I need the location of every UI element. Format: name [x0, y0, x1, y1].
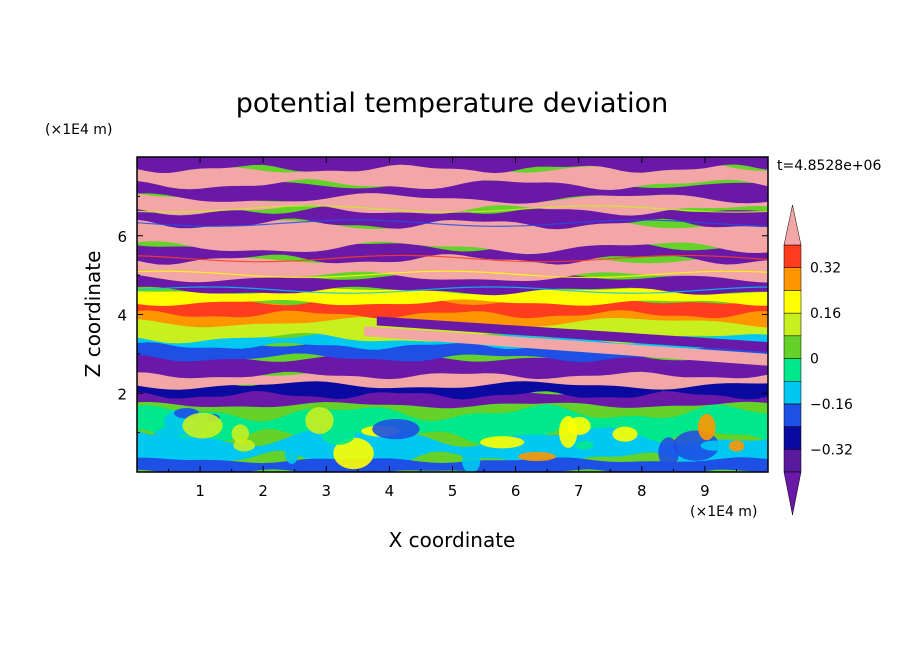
- x-tick-label: 6: [511, 482, 521, 500]
- field-eddy: [231, 424, 249, 443]
- colorbar-segment: [783, 335, 802, 359]
- colorbar-tick-label: 0: [810, 352, 819, 368]
- field-contour-rim: [137, 270, 768, 279]
- colorbar-segment: [783, 244, 802, 268]
- x-tick-label: 7: [574, 482, 584, 500]
- colorbar-tick-label: −0.32: [810, 442, 853, 458]
- field-band-purple-top: [137, 157, 768, 174]
- x-tick-label: 2: [258, 482, 268, 500]
- field-contour-rim: [137, 219, 768, 227]
- field-band-pink-u3: [137, 191, 768, 216]
- field-pink-streak: [364, 326, 768, 366]
- colorbar-segment: [783, 267, 802, 291]
- field-eddy: [517, 452, 556, 462]
- x-tick-label: 8: [637, 482, 647, 500]
- x-tick-label: 5: [448, 482, 458, 500]
- field-eddy: [612, 426, 638, 442]
- field-eddy: [575, 440, 594, 450]
- field-band-pink-u1: [137, 253, 768, 283]
- y-axis-unit: (×1E4 m): [45, 122, 112, 138]
- field-contour-rim: [137, 205, 768, 213]
- colorbar-segment: [783, 312, 802, 337]
- colorbar-tick-label: 0.16: [810, 306, 841, 322]
- x-tick-label: 9: [700, 482, 710, 500]
- field-band-purple-2: [137, 353, 768, 380]
- field-eddy: [480, 436, 525, 449]
- field-eddy: [567, 416, 591, 436]
- x-axis-unit: (×1E4 m): [690, 504, 757, 520]
- x-tick-label: 3: [322, 482, 332, 500]
- field-eddy: [152, 427, 181, 452]
- x-axis-ticks: 1 2 3 4 5 6 7 8 9: [168, 157, 737, 500]
- colorbar-segment: [783, 358, 802, 382]
- time-label: t=4.8528e+06: [777, 158, 881, 174]
- colorbar-segment: [783, 380, 802, 405]
- colorbar-under-triangle: [783, 471, 802, 516]
- y-tick-label: 6: [117, 228, 127, 246]
- chart-title: potential temperature deviation: [236, 88, 668, 119]
- x-tick-label: 1: [195, 482, 205, 500]
- y-axis-label: Z coordinate: [81, 251, 105, 378]
- field-contour-rim: [137, 286, 768, 294]
- colorbar-segment: [783, 403, 802, 427]
- field-eddy: [461, 448, 481, 472]
- plot-area: [137, 157, 768, 472]
- field-contour-rim: [137, 254, 768, 263]
- field-eddy: [305, 407, 334, 434]
- field-eddy: [372, 418, 420, 440]
- field-eddy: [321, 424, 356, 445]
- colorbar-segment: [783, 449, 802, 473]
- field-band-navy-1: [137, 376, 768, 400]
- colorbar-tick-label: 0.32: [810, 261, 841, 277]
- field-eddy: [333, 437, 374, 470]
- y-tick-label: 2: [117, 385, 127, 403]
- field-eddy: [284, 438, 300, 464]
- field-purple-streak: [376, 316, 768, 352]
- colorbar: [783, 204, 802, 516]
- colorbar-segment: [783, 426, 802, 450]
- colorbar-segment: [783, 290, 802, 314]
- colorbar-ticks: 0.32 0.16 0 −0.16 −0.32: [810, 261, 853, 459]
- x-tick-label: 4: [385, 482, 395, 500]
- colorbar-over-triangle: [783, 204, 802, 246]
- field-band-lower-cyan: [137, 427, 768, 470]
- field-eddy: [700, 440, 730, 451]
- x-axis-label: X coordinate: [389, 528, 516, 552]
- field-eddy: [728, 440, 745, 452]
- field-band-pink-u4: [137, 161, 768, 190]
- field-eddy: [182, 412, 223, 439]
- y-axis-ticks: 2 4 6: [117, 195, 768, 434]
- colorbar-tick-label: −0.16: [810, 397, 853, 413]
- field-eddy: [697, 413, 716, 441]
- field-band-pink-u2: [137, 216, 768, 255]
- y-tick-label: 4: [117, 307, 127, 325]
